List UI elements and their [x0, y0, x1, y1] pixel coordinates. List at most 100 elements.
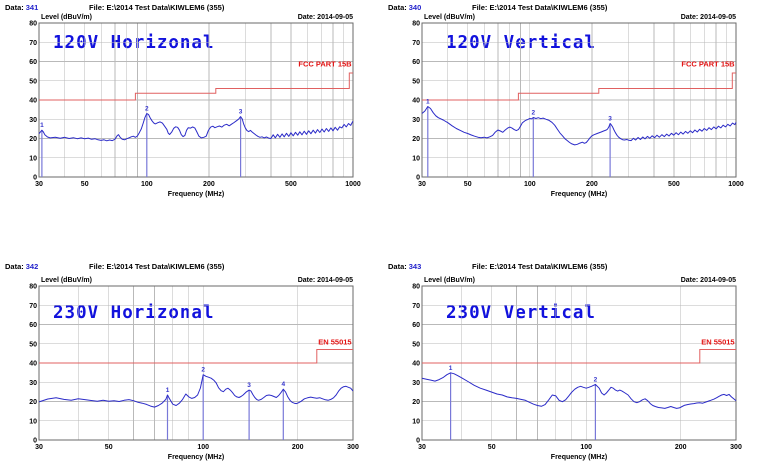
- y-tick-label: 10: [29, 155, 37, 162]
- y-tick-label: 10: [412, 155, 420, 162]
- y-tick-label: 40: [412, 361, 420, 368]
- y-axis-title: Level (dBuV/m): [41, 14, 92, 21]
- chart-panel-230v-horizontal: Data: 342 File: E:\2014 Test Data\KIWLEM6…: [1, 258, 385, 474]
- data-number: 340: [408, 3, 422, 12]
- trace-line: [421, 106, 737, 146]
- y-tick-label: 80: [412, 284, 420, 291]
- file-path: File: E:\2014 Test Data\KIWLEM6 (355): [89, 3, 225, 12]
- marker-number: 4: [281, 381, 285, 388]
- y-tick-label: 50: [29, 78, 37, 85]
- date-label: Date: 2014-09-05: [681, 14, 736, 21]
- y-tick-label: 30: [412, 117, 420, 124]
- file-path: File: E:\2014 Test Data\KIWLEM6 (355): [89, 262, 225, 271]
- y-tick-label: 50: [412, 78, 420, 85]
- y-tick-label: 20: [412, 399, 420, 406]
- x-axis-title: Frequency (MHz): [168, 454, 224, 461]
- x-tick-label: 50: [488, 444, 496, 451]
- data-number: 343: [408, 262, 422, 271]
- data-label: Data:: [388, 3, 407, 12]
- marker-number: 3: [239, 109, 243, 116]
- chart-panel-230v-vertical: Data: 343 File: E:\2014 Test Data\KIWLEM6…: [384, 258, 768, 474]
- y-tick-label: 80: [412, 21, 420, 28]
- x-tick-label: 200: [292, 444, 304, 451]
- x-tick-label: 100: [580, 444, 592, 451]
- y-tick-label: 70: [412, 40, 420, 47]
- x-tick-label: 100: [197, 444, 209, 451]
- y-tick-label: 70: [29, 303, 37, 310]
- x-tick-label: 30: [35, 444, 43, 451]
- limit-line: [39, 72, 353, 101]
- y-tick-label: 30: [412, 380, 420, 387]
- y-tick-label: 80: [29, 284, 37, 291]
- chart-header: Data: 340 File: E:\2014 Test Data\KIWLEM6…: [388, 3, 764, 13]
- x-tick-label: 100: [524, 181, 536, 188]
- marker-number: 1: [40, 122, 44, 129]
- x-tick-label: 200: [675, 444, 687, 451]
- chart-panel-120v-vertical: Data: 340 File: E:\2014 Test Data\KIWLEM6…: [384, 2, 768, 218]
- x-tick-label: 200: [203, 181, 215, 188]
- y-tick-label: 60: [29, 322, 37, 329]
- data-label: Data:: [5, 262, 24, 271]
- y-tick-label: 50: [412, 341, 420, 348]
- y-axis-title: Level (dBuV/m): [424, 14, 475, 21]
- y-tick-label: 40: [29, 361, 37, 368]
- y-tick-label: 60: [412, 59, 420, 66]
- limit-label: FCC PART 15B: [681, 59, 735, 68]
- chart-title: 230V Vertical: [446, 303, 596, 323]
- y-tick-label: 0: [33, 438, 37, 445]
- x-tick-label: 100: [141, 181, 153, 188]
- marker-number: 1: [166, 387, 170, 394]
- x-tick-label: 200: [586, 181, 598, 188]
- y-tick-label: 80: [29, 21, 37, 28]
- file-path: File: E:\2014 Test Data\KIWLEM6 (355): [472, 262, 608, 271]
- y-tick-label: 0: [416, 438, 420, 445]
- date-label: Date: 2014-09-05: [298, 14, 353, 21]
- y-tick-label: 70: [29, 40, 37, 47]
- y-tick-label: 10: [29, 418, 37, 425]
- x-tick-label: 500: [285, 181, 297, 188]
- y-tick-label: 30: [29, 380, 37, 387]
- y-axis-title: Level (dBuV/m): [41, 277, 92, 284]
- marker-number: 3: [247, 382, 251, 389]
- y-tick-label: 40: [29, 98, 37, 105]
- limit-line: [422, 349, 736, 364]
- chart-header: Data: 341 File: E:\2014 Test Data\KIWLEM6…: [5, 3, 381, 13]
- chart-header: Data: 342 File: E:\2014 Test Data\KIWLEM6…: [5, 262, 381, 272]
- limit-label: FCC PART 15B: [298, 59, 352, 68]
- y-tick-label: 40: [412, 98, 420, 105]
- y-tick-label: 0: [416, 175, 420, 182]
- y-tick-label: 70: [412, 303, 420, 310]
- x-tick-label: 50: [464, 181, 472, 188]
- y-axis-title: Level (dBuV/m): [424, 277, 475, 284]
- y-tick-label: 20: [29, 399, 37, 406]
- x-tick-label: 1000: [345, 181, 361, 188]
- data-number: 341: [25, 3, 39, 12]
- date-label: Date: 2014-09-05: [681, 277, 736, 284]
- marker-number: 2: [594, 376, 598, 383]
- x-tick-label: 30: [418, 181, 426, 188]
- x-tick-label: 1000: [728, 181, 744, 188]
- chart-title: 120V Horizonal: [53, 33, 215, 53]
- marker-number: 2: [145, 106, 149, 113]
- limit-line: [39, 349, 353, 364]
- date-label: Date: 2014-09-05: [298, 277, 353, 284]
- data-number: 342: [25, 262, 39, 271]
- data-label: Data:: [388, 262, 407, 271]
- chart-header: Data: 343 File: E:\2014 Test Data\KIWLEM6…: [388, 262, 764, 272]
- y-tick-label: 20: [412, 136, 420, 143]
- x-tick-label: 300: [730, 444, 742, 451]
- y-tick-label: 20: [29, 136, 37, 143]
- x-axis-title: Frequency (MHz): [168, 191, 224, 198]
- file-path: File: E:\2014 Test Data\KIWLEM6 (355): [472, 3, 608, 12]
- x-axis-title: Frequency (MHz): [551, 454, 607, 461]
- y-tick-label: 50: [29, 341, 37, 348]
- trace-line: [38, 374, 354, 408]
- limit-line: [422, 72, 736, 101]
- marker-number: 1: [449, 365, 453, 372]
- trace-line: [38, 113, 354, 142]
- trace-line: [421, 372, 737, 409]
- marker-number: 2: [201, 367, 205, 374]
